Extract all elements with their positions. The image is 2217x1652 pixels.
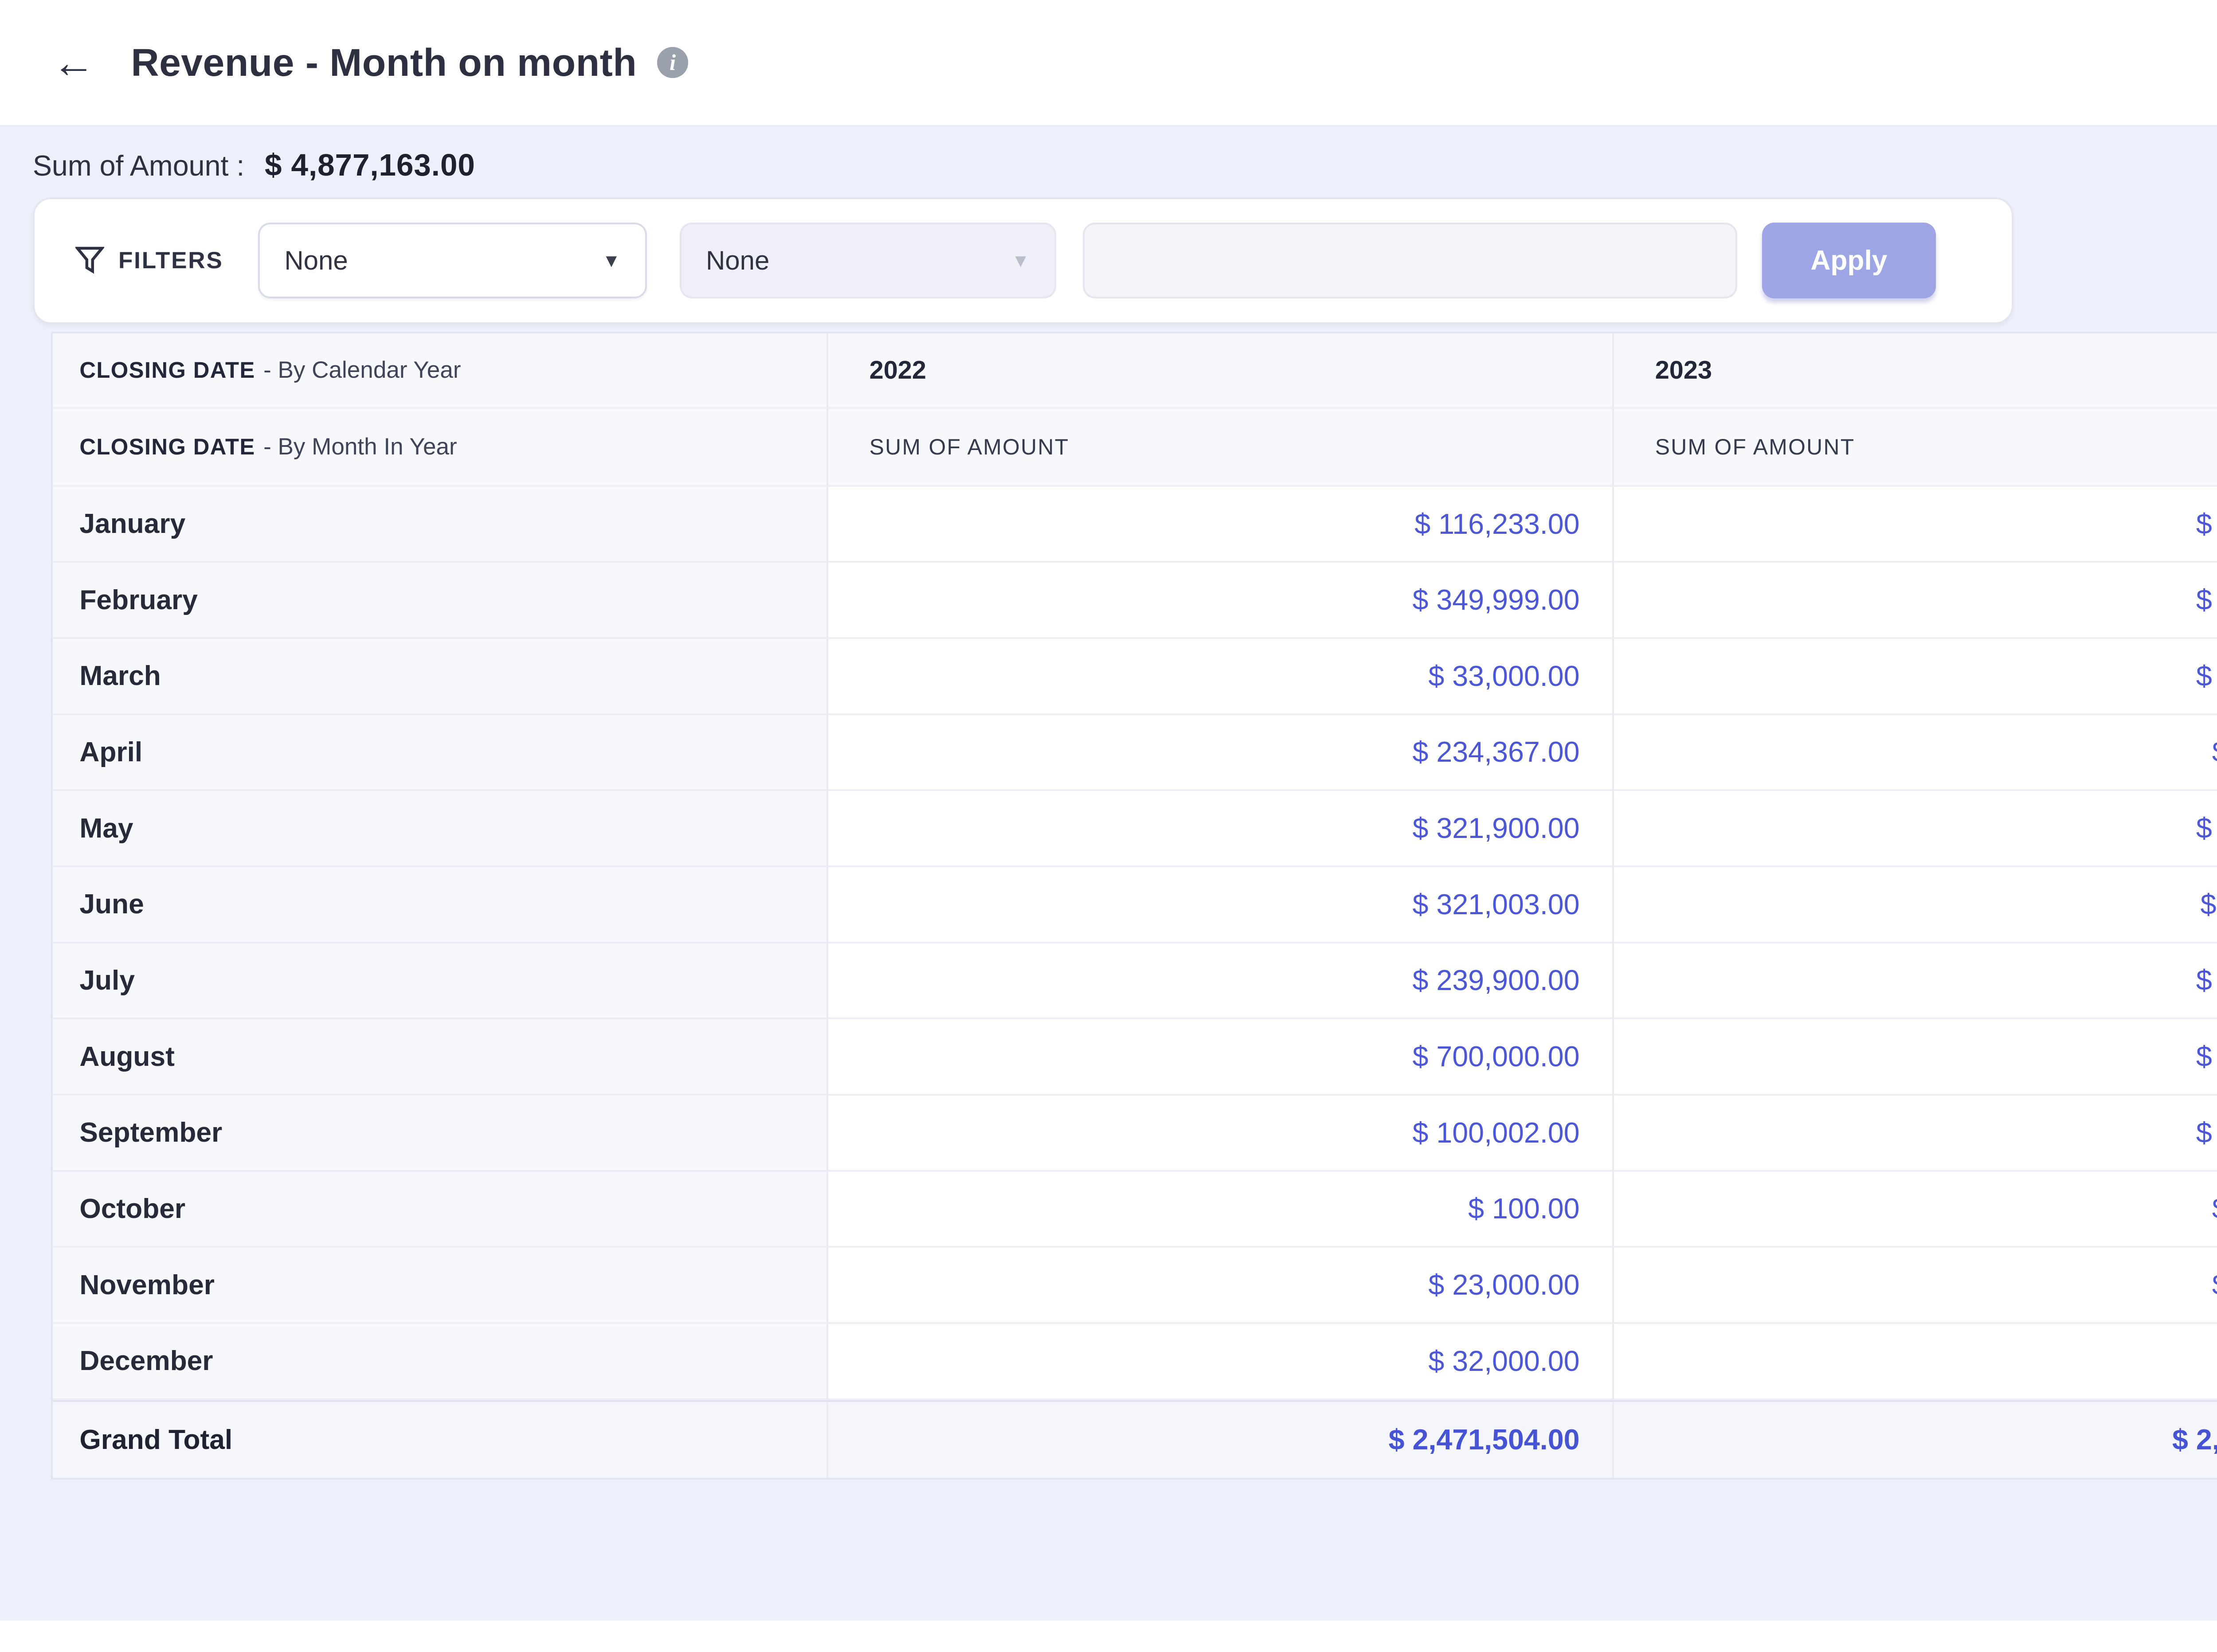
- value-cell-2022[interactable]: $ 321,003.00: [828, 867, 1614, 943]
- table-row-june: June $ 321,003.00 $ 111,320.00 $ 432,323…: [53, 867, 2217, 943]
- pivot-table: CLOSING DATE - By Calendar Year 2022 202…: [51, 332, 2217, 1480]
- top-bar: ← Revenue - Month on month i Updated 2 m…: [0, 0, 2217, 127]
- measure-header-2023: SUM OF AMOUNT: [1614, 409, 2217, 486]
- report-content: Sum of Amount : $ 4,877,163.00 FILTERS N…: [0, 127, 2217, 1621]
- grand-total-label: Grand Total: [53, 1402, 828, 1478]
- value-cell-2022[interactable]: $ 700,000.00: [828, 1019, 1614, 1096]
- value-cell-2022[interactable]: $ 32,000.00: [828, 1324, 1614, 1400]
- month-label: June: [53, 867, 828, 943]
- value-cell-2022[interactable]: $ 321,900.00: [828, 791, 1614, 867]
- value-cell-2023[interactable]: $ 92,032.00: [1614, 1172, 2217, 1248]
- filter-field-dropdown[interactable]: None ▼: [258, 223, 647, 298]
- filter-condition-value: None: [706, 245, 769, 276]
- filters-label: FILTERS: [75, 245, 223, 276]
- table-row-grand-total: Grand Total $ 2,471,504.00 $ 2,405,659.0…: [53, 1400, 2217, 1478]
- value-cell-2022[interactable]: $ 100.00: [828, 1172, 1614, 1248]
- value-cell-2023[interactable]: $ 93,000.00: [1614, 715, 2217, 791]
- month-label: September: [53, 1096, 828, 1172]
- app-window: ← Revenue - Month on month i Updated 2 m…: [0, 0, 2217, 1651]
- value-cell-2023[interactable]: $ 234,234.00: [1614, 1096, 2217, 1172]
- table-row-april: April $ 234,367.00 $ 93,000.00 $ 327,367…: [53, 715, 2217, 791]
- month-label: October: [53, 1172, 828, 1248]
- summary-label: Sum of Amount :: [33, 150, 245, 182]
- value-cell-2022[interactable]: $ 100,002.00: [828, 1096, 1614, 1172]
- grand-total-2022[interactable]: $ 2,471,504.00: [828, 1402, 1614, 1478]
- grand-total-2023[interactable]: $ 2,405,659.00: [1614, 1402, 2217, 1478]
- sum-of-amount-summary: Sum of Amount : $ 4,877,163.00: [33, 147, 2217, 183]
- table-row-september: September $ 100,002.00 $ 234,234.00 $ 33…: [53, 1096, 2217, 1172]
- value-cell-2023[interactable]: $ 164,000.00: [1614, 487, 2217, 563]
- bottom-strip: [0, 1621, 2217, 1651]
- filters-bar: FILTERS None ▼ None ▼ Apply: [33, 197, 2013, 324]
- table-row-january: January $ 116,233.00 $ 164,000.00 $ 280,…: [53, 487, 2217, 563]
- table-row-october: October $ 100.00 $ 92,032.00 $ 92,132.00: [53, 1172, 2217, 1248]
- month-label: August: [53, 1019, 828, 1096]
- table-row-august: August $ 700,000.00 $ 323,433.00 $ 1,023…: [53, 1019, 2217, 1096]
- table-row-march: March $ 33,000.00 $ 279,000.00 $ 312,000…: [53, 639, 2217, 715]
- table-row-may: May $ 321,900.00 $ 233,000.00 $ 554,900.…: [53, 791, 2217, 867]
- measure-header-2022: SUM OF AMOUNT: [828, 409, 1614, 486]
- info-icon[interactable]: i: [657, 47, 688, 78]
- month-label: December: [53, 1324, 828, 1400]
- value-cell-2023[interactable]: $ 21,000.00: [1614, 1248, 2217, 1324]
- value-cell-2022[interactable]: $ 239,900.00: [828, 943, 1614, 1020]
- value-cell-2023[interactable]: $ 313,640.00: [1614, 943, 2217, 1020]
- back-arrow-icon[interactable]: ←: [45, 34, 102, 91]
- filter-condition-dropdown[interactable]: None ▼: [680, 223, 1056, 298]
- value-cell-2023[interactable]: $ 323,433.00: [1614, 1019, 2217, 1096]
- month-label: February: [53, 563, 828, 639]
- month-label: November: [53, 1248, 828, 1324]
- month-label: March: [53, 639, 828, 715]
- value-cell-2022[interactable]: $ 349,999.00: [828, 563, 1614, 639]
- table-row-november: November $ 23,000.00 $ 21,000.00 $ 44,00…: [53, 1248, 2217, 1324]
- filter-funnel-icon: [75, 245, 104, 276]
- page-title: Revenue - Month on month: [131, 40, 637, 85]
- column-header-2022: 2022: [828, 333, 1614, 409]
- apply-button[interactable]: Apply: [1762, 223, 1936, 298]
- dimension-header-calendar-year: CLOSING DATE - By Calendar Year: [53, 333, 828, 409]
- value-cell-2023[interactable]: [1614, 1324, 2217, 1400]
- value-cell-2023[interactable]: $ 279,000.00: [1614, 639, 2217, 715]
- dropdown-caret-icon: ▼: [1011, 250, 1030, 271]
- value-cell-2022[interactable]: $ 234,367.00: [828, 715, 1614, 791]
- month-label: July: [53, 943, 828, 1020]
- table-row-february: February $ 349,999.00 $ 541,000.00 $ 890…: [53, 563, 2217, 639]
- column-header-2023: 2023: [1614, 333, 2217, 409]
- value-cell-2023[interactable]: $ 111,320.00: [1614, 867, 2217, 943]
- value-cell-2022[interactable]: $ 116,233.00: [828, 487, 1614, 563]
- value-cell-2022[interactable]: $ 33,000.00: [828, 639, 1614, 715]
- filter-field-value: None: [284, 245, 348, 276]
- summary-value: $ 4,877,163.00: [265, 148, 475, 182]
- filter-value-input[interactable]: [1083, 223, 1738, 298]
- table-header-row-year: CLOSING DATE - By Calendar Year 2022 202…: [53, 333, 2217, 409]
- value-cell-2022[interactable]: $ 23,000.00: [828, 1248, 1614, 1324]
- value-cell-2023[interactable]: $ 233,000.00: [1614, 791, 2217, 867]
- dimension-header-month-in-year: CLOSING DATE - By Month In Year: [53, 409, 828, 486]
- month-label: May: [53, 791, 828, 867]
- month-label: April: [53, 715, 828, 791]
- table-row-july: July $ 239,900.00 $ 313,640.00 $ 553,540…: [53, 943, 2217, 1020]
- value-cell-2023[interactable]: $ 541,000.00: [1614, 563, 2217, 639]
- table-header-row-measure: CLOSING DATE - By Month In Year SUM OF A…: [53, 409, 2217, 486]
- table-row-december: December $ 32,000.00 $ 32,000.00: [53, 1324, 2217, 1400]
- dropdown-caret-icon: ▼: [602, 250, 620, 271]
- month-label: January: [53, 487, 828, 563]
